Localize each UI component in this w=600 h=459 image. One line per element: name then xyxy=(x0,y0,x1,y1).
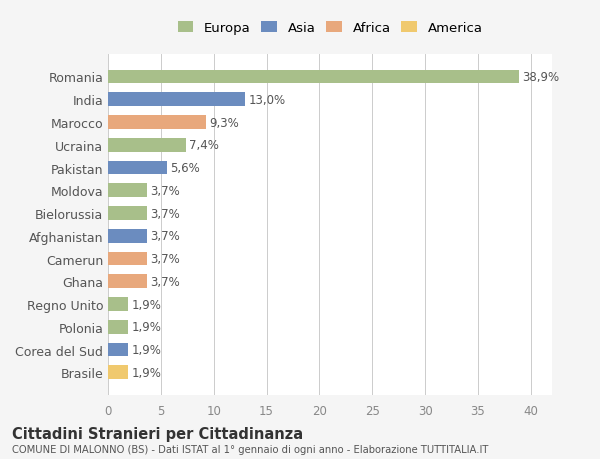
Bar xyxy=(108,230,147,243)
Bar xyxy=(108,139,186,152)
Bar xyxy=(108,71,519,84)
Bar xyxy=(108,343,128,357)
Text: 1,9%: 1,9% xyxy=(131,343,161,356)
Bar xyxy=(108,297,128,311)
Text: 38,9%: 38,9% xyxy=(523,71,560,84)
Text: 3,7%: 3,7% xyxy=(150,230,180,243)
Bar xyxy=(108,366,128,379)
Text: 3,7%: 3,7% xyxy=(150,275,180,288)
Bar xyxy=(108,116,206,129)
Bar xyxy=(108,161,167,175)
Bar xyxy=(108,252,147,266)
Bar xyxy=(108,207,147,220)
Text: 3,7%: 3,7% xyxy=(150,252,180,265)
Bar xyxy=(108,93,245,107)
Text: 5,6%: 5,6% xyxy=(170,162,200,174)
Text: Cittadini Stranieri per Cittadinanza: Cittadini Stranieri per Cittadinanza xyxy=(12,425,303,441)
Text: 7,4%: 7,4% xyxy=(190,139,219,152)
Text: 1,9%: 1,9% xyxy=(131,366,161,379)
Text: 1,9%: 1,9% xyxy=(131,298,161,311)
Text: 13,0%: 13,0% xyxy=(248,94,286,106)
Bar xyxy=(108,184,147,198)
Text: COMUNE DI MALONNO (BS) - Dati ISTAT al 1° gennaio di ogni anno - Elaborazione TU: COMUNE DI MALONNO (BS) - Dati ISTAT al 1… xyxy=(12,444,488,454)
Text: 1,9%: 1,9% xyxy=(131,320,161,334)
Bar xyxy=(108,320,128,334)
Text: 3,7%: 3,7% xyxy=(150,207,180,220)
Legend: Europa, Asia, Africa, America: Europa, Asia, Africa, America xyxy=(173,17,487,39)
Text: 9,3%: 9,3% xyxy=(209,116,239,129)
Text: 3,7%: 3,7% xyxy=(150,185,180,197)
Bar xyxy=(108,275,147,289)
